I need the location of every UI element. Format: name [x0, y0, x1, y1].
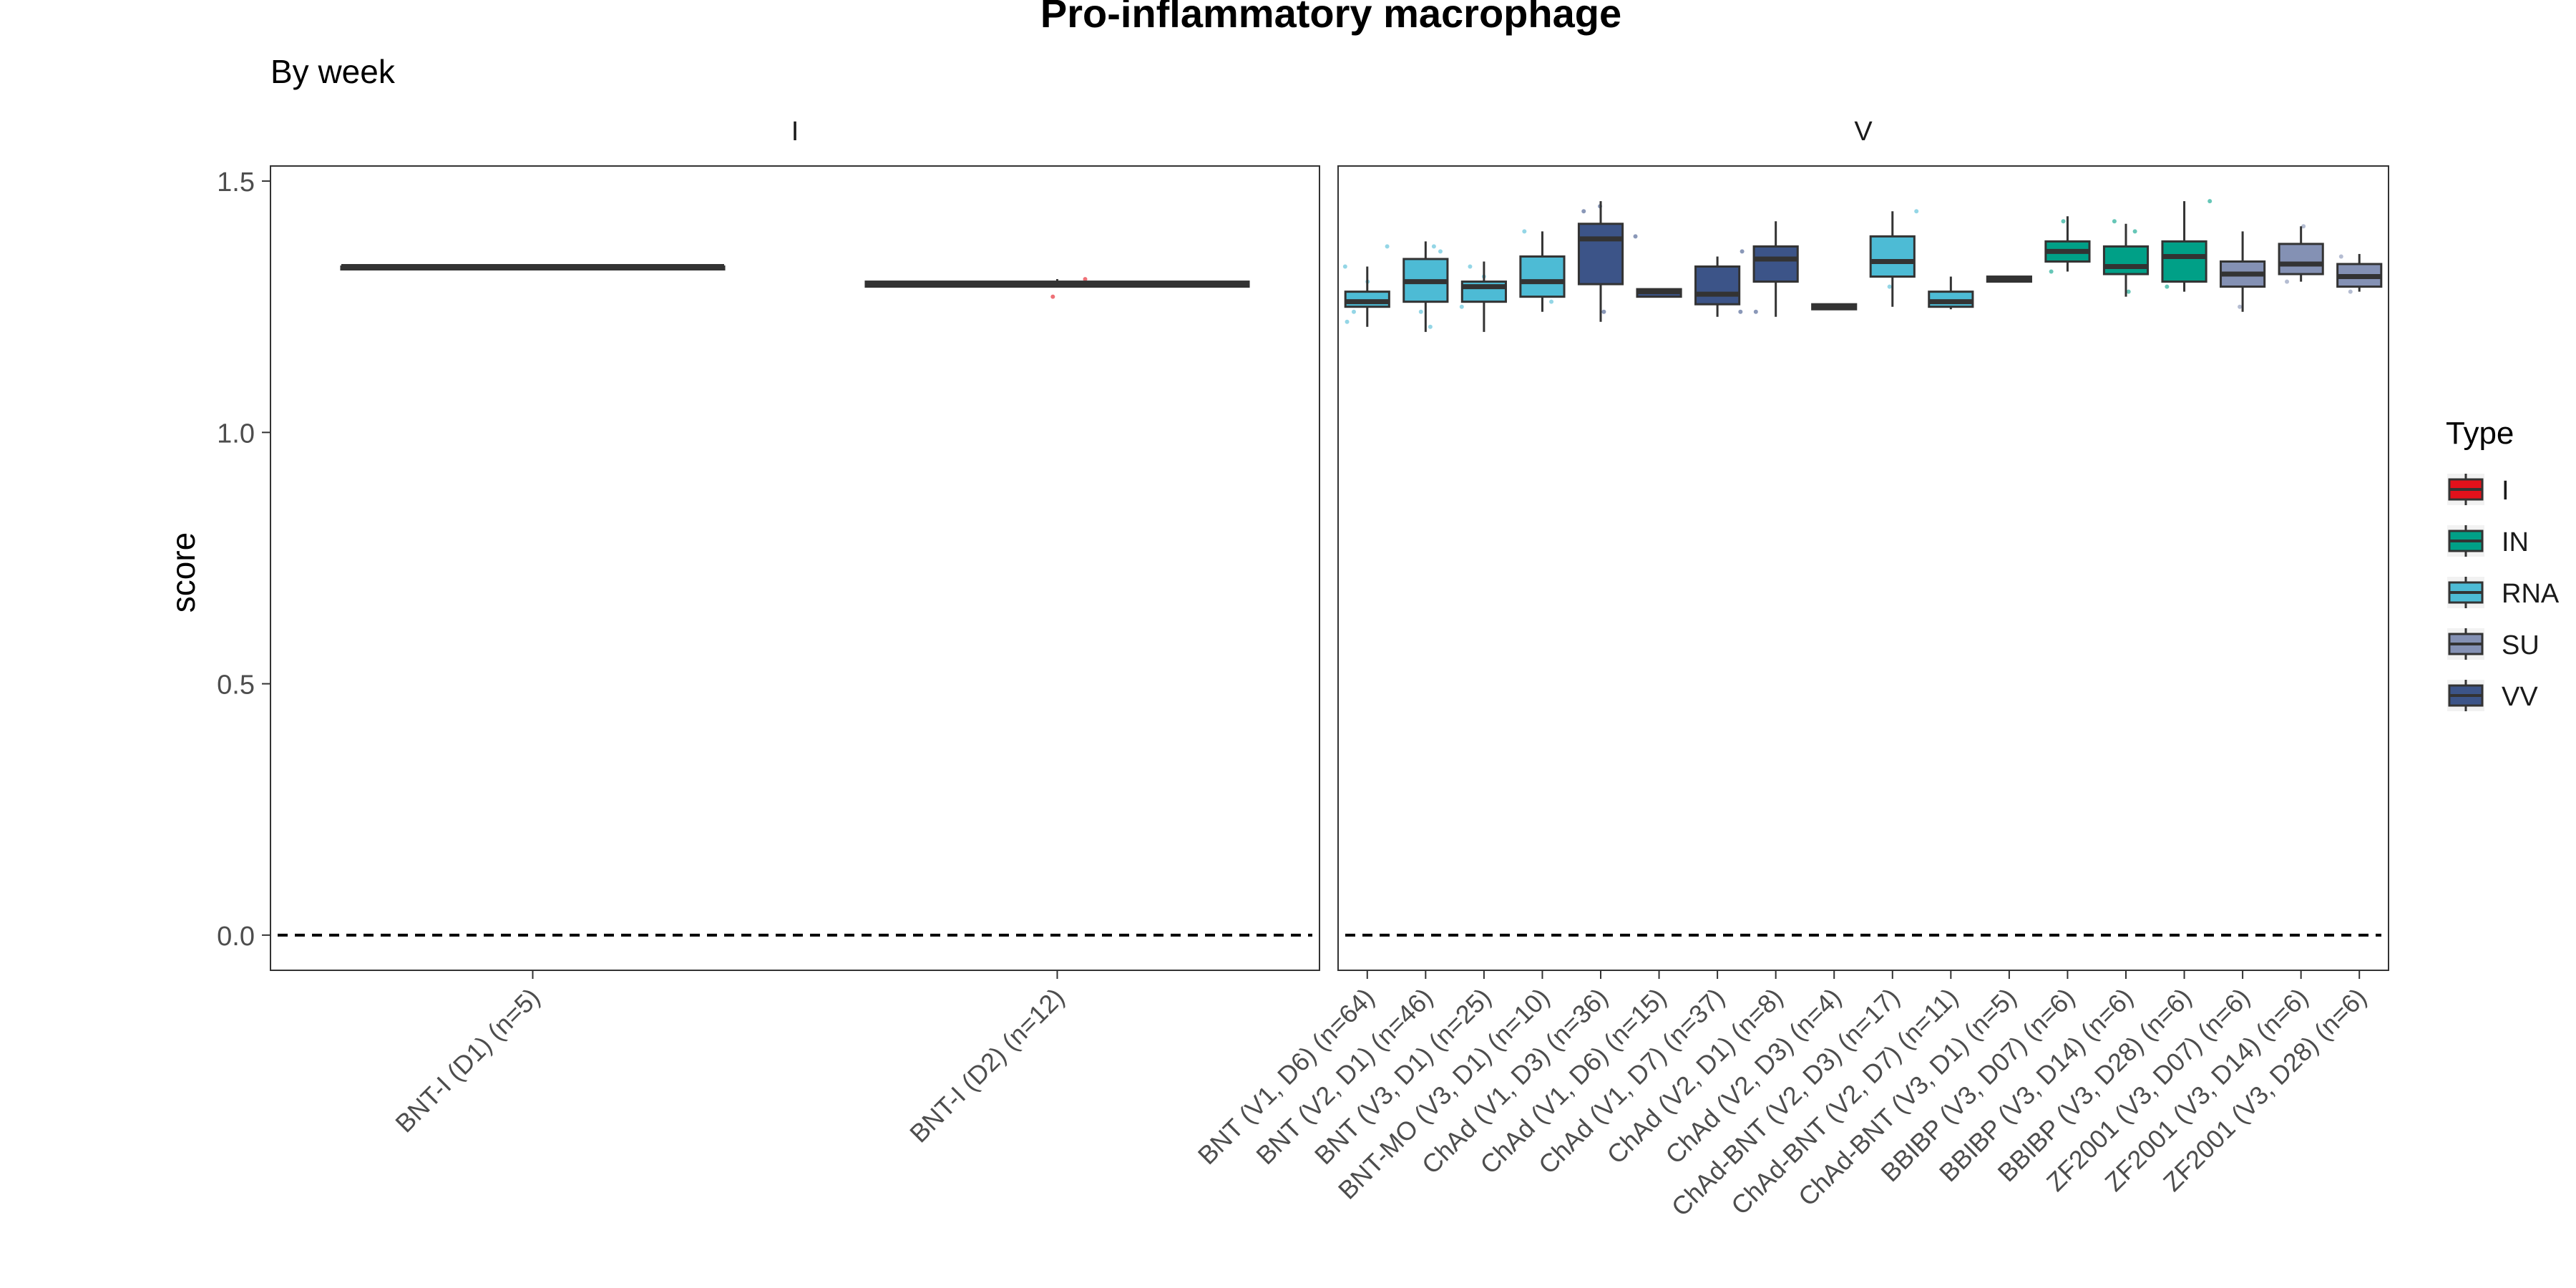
data-point: [2338, 254, 2343, 259]
box-body: [1752, 245, 1799, 283]
legend-title: Type: [2446, 416, 2514, 451]
data-point: [2285, 279, 2290, 284]
panels: 0.0 0.5 1.0 1.5 I BNT-I (D1) (n=5) BNT-I (D2) …: [217, 117, 2389, 1221]
box-body: [1869, 235, 1916, 278]
legend-item-SU: SU: [2447, 628, 2540, 660]
data-point: [1431, 244, 1436, 249]
box-body: [1928, 291, 1974, 308]
box-0: BNT (V1, D6) (n=64): [1192, 244, 1390, 1170]
data-point: [1438, 249, 1443, 254]
data-point: [2112, 219, 2117, 224]
box-body: [1577, 223, 1624, 286]
legend-label: I: [2502, 476, 2509, 506]
data-point: [2132, 229, 2137, 234]
data-point: [1581, 209, 1586, 214]
box-1: BNT-I (D2) (n=12): [864, 277, 1250, 1148]
data-point: [1549, 299, 1554, 304]
box-body: [1694, 265, 1741, 306]
panel-frame: [270, 165, 1320, 971]
data-point: [1418, 309, 1423, 314]
data-point: [1753, 309, 1758, 314]
panel-frame: [1337, 165, 2389, 971]
box-0: BNT-I (D1) (n=5): [340, 264, 726, 1138]
panel-strip-label: V: [1854, 117, 1873, 147]
y-tick-label: 1.5: [217, 167, 255, 197]
data-point: [1633, 234, 1638, 239]
y-axis-title: score: [165, 532, 202, 613]
data-point: [1385, 244, 1390, 249]
data-point: [1601, 309, 1606, 314]
y-tick-label: 1.0: [217, 419, 255, 449]
box-body: [2161, 240, 2207, 283]
legend-item-RNA: RNA: [2447, 577, 2560, 609]
legend-item-I: I: [2447, 474, 2509, 506]
y-tick-label: 0.0: [217, 922, 255, 952]
chart-subtitle: By week: [270, 53, 396, 90]
data-point: [2238, 304, 2243, 309]
data-point: [2061, 219, 2066, 224]
panel-I: I BNT-I (D1) (n=5) BNT-I (D2) (n=12): [270, 117, 1320, 1148]
data-point: [2207, 199, 2212, 204]
data-point: [2348, 289, 2353, 294]
data-point: [1740, 249, 1745, 254]
data-point: [1468, 264, 1473, 269]
data-point: [1351, 309, 1356, 314]
box-body: [1344, 291, 1390, 308]
legend-label: IN: [2502, 527, 2529, 557]
data-point: [2165, 284, 2170, 289]
data-point: [2301, 224, 2306, 229]
legend-label: VV: [2502, 682, 2538, 712]
chart-title: Pro-inflammatory macrophage: [1040, 0, 1621, 36]
legend: Type I IN RNA SU VV: [2446, 416, 2560, 712]
data-point: [1050, 294, 1055, 299]
data-point: [1342, 264, 1347, 269]
data-point: [1345, 319, 1350, 324]
legend-item-VV: VV: [2447, 680, 2538, 712]
data-point: [1083, 277, 1088, 282]
box-body: [1519, 255, 1566, 298]
data-point: [1887, 284, 1892, 289]
x-tick-label: BNT-I (D1) (n=5): [389, 982, 545, 1138]
data-point: [2049, 269, 2054, 274]
x-tick-label: BNT-I (D2) (n=12): [904, 982, 1070, 1148]
data-point: [1914, 209, 1919, 214]
legend-item-IN: IN: [2447, 525, 2529, 557]
legend-label: SU: [2502, 630, 2540, 660]
legend-label: RNA: [2502, 579, 2560, 609]
y-tick-label: 0.5: [217, 670, 255, 701]
box-body: [2102, 245, 2150, 275]
data-point: [1738, 309, 1743, 314]
data-point: [2126, 289, 2131, 294]
data-point: [1522, 229, 1527, 234]
data-point: [1459, 304, 1464, 309]
box-body: [2278, 243, 2324, 275]
data-point: [1428, 324, 1433, 329]
panel-strip-label: I: [791, 117, 799, 147]
